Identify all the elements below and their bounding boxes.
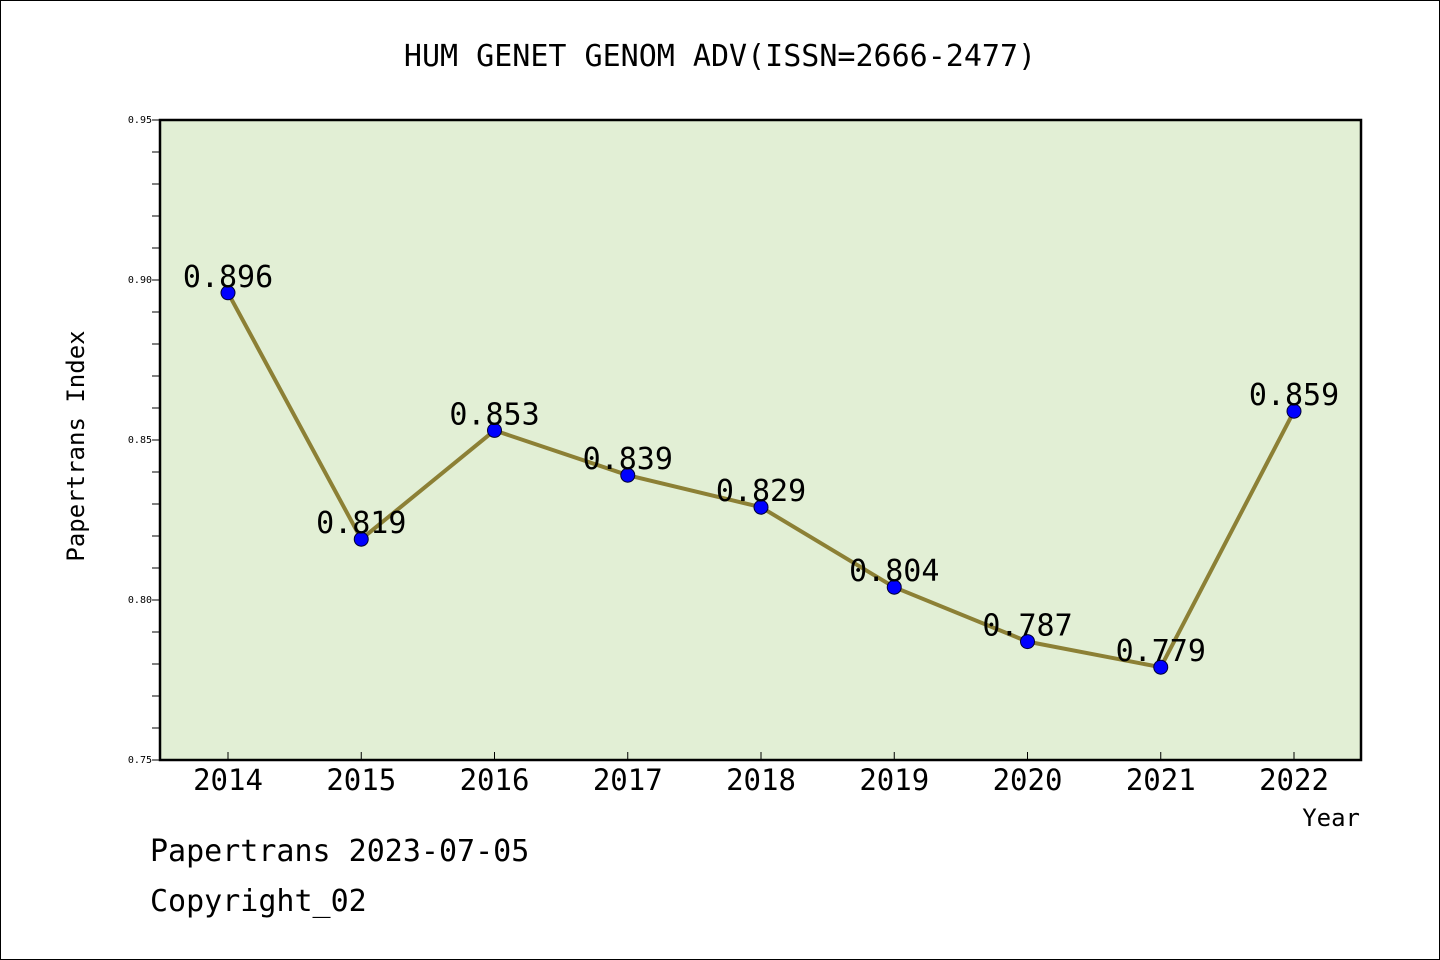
data-point	[487, 422, 502, 438]
y-tick-label: 0.80	[128, 595, 152, 606]
y-tick-label: 0.85	[128, 435, 152, 446]
x-tick-label: 2016	[460, 763, 530, 797]
y-axis: 0.75 0.80 0.85 0.90 0.95	[128, 115, 160, 766]
data-point	[220, 285, 236, 301]
footer-source: Papertrans 2023-07-05	[150, 834, 530, 869]
data-point	[1286, 403, 1302, 419]
data-point	[1020, 634, 1035, 650]
x-tick-label: 2014	[193, 763, 263, 797]
data-label: 0.779	[1116, 634, 1206, 669]
y-tick-label: 0.90	[128, 275, 152, 286]
data-label: 0.804	[849, 554, 939, 589]
x-tick-label: 2019	[859, 763, 929, 797]
x-tick-label: 2017	[593, 763, 663, 797]
y-tick-label: 0.95	[128, 115, 152, 126]
y-axis-label: Papertrans Index	[62, 330, 90, 561]
x-tick-label: 2020	[993, 763, 1063, 797]
footer-copyright: Copyright_02	[150, 884, 367, 919]
data-label: 0.853	[449, 397, 539, 432]
x-tick-label: 2018	[726, 763, 796, 797]
x-tick-label: 2021	[1126, 763, 1196, 797]
plot-area	[158, 118, 1363, 762]
data-point	[620, 467, 636, 483]
data-point	[753, 499, 769, 515]
data-label: 0.896	[183, 260, 273, 295]
data-point	[353, 531, 369, 547]
data-label: 0.787	[982, 609, 1072, 644]
data-point	[886, 579, 902, 595]
x-axis-label: Year	[1302, 804, 1360, 832]
data-series: 0.896 0.819 0.853 0.839 0.829 0.804 0.787 0.779…	[183, 260, 1339, 675]
data-label: 0.859	[1249, 378, 1339, 413]
data-label: 0.839	[583, 442, 673, 477]
data-label: 0.819	[316, 506, 406, 541]
data-label: 0.829	[716, 474, 806, 509]
chart-title: HUM GENET GENOM ADV(ISSN=2666-2477)	[404, 39, 1036, 74]
x-tick-label: 2022	[1259, 763, 1329, 797]
data-point	[1153, 659, 1169, 675]
y-tick-label: 0.75	[128, 755, 152, 766]
x-tick-label: 2015	[326, 763, 396, 797]
x-axis: 2014 2015 2016 2017 2018 2019 2020 2021 2022	[193, 752, 1329, 797]
